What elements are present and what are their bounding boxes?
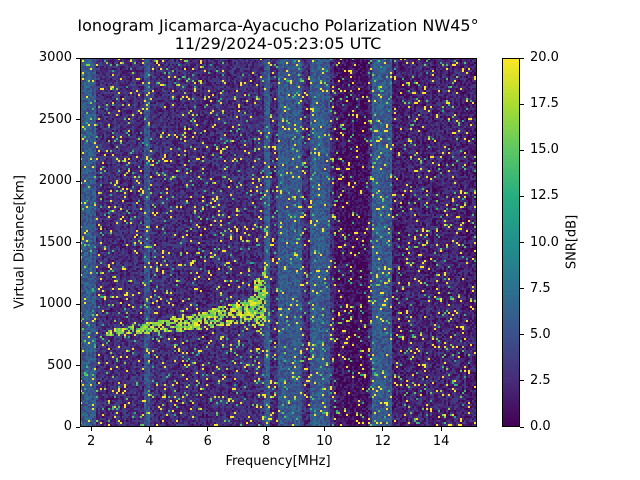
y-axis-label: Virtual Distance[km] bbox=[12, 175, 28, 309]
x-tick bbox=[90, 427, 92, 431]
y-tick-label: 2500 bbox=[38, 111, 72, 127]
colorbar-tick bbox=[520, 426, 524, 428]
colorbar-tick-label: 10.0 bbox=[530, 234, 559, 250]
x-tick-label: 2 bbox=[86, 434, 96, 449]
y-tick bbox=[76, 242, 80, 243]
x-tick bbox=[323, 427, 325, 431]
chart-title: Ionogram Jicamarca-Ayacucho Polarization… bbox=[77, 16, 479, 35]
x-tick-label: 8 bbox=[261, 434, 271, 449]
y-tick-label: 1000 bbox=[38, 296, 72, 311]
y-tick-label: 1500 bbox=[38, 234, 72, 250]
heatmap-image bbox=[80, 58, 477, 427]
colorbar-tick bbox=[520, 195, 524, 197]
colorbar-tick-label: 0.0 bbox=[530, 419, 551, 434]
x-tick bbox=[148, 427, 150, 431]
y-tick bbox=[76, 426, 80, 428]
colorbar-tick bbox=[520, 242, 524, 243]
y-tick bbox=[76, 303, 80, 305]
x-axis-label: Frequency[MHz] bbox=[225, 454, 331, 469]
chart-subtitle: 11/29/2024-05:23:05 UTC bbox=[174, 34, 382, 53]
colorbar-label: SNR[dB] bbox=[564, 214, 580, 270]
colorbar-tick-label: 7.5 bbox=[530, 280, 551, 296]
y-tick bbox=[76, 365, 80, 366]
x-tick-label: 10 bbox=[316, 434, 333, 449]
y-tick bbox=[76, 57, 80, 59]
x-tick bbox=[207, 427, 209, 431]
colorbar-tick-label: 15.0 bbox=[530, 142, 559, 158]
plot-area bbox=[80, 58, 477, 427]
y-tick-label: 500 bbox=[47, 357, 72, 373]
x-tick-label: 6 bbox=[203, 434, 212, 449]
colorbar-tick-label: 17.5 bbox=[530, 96, 559, 112]
colorbar-tick-label: 5.0 bbox=[530, 326, 551, 342]
colorbar-tick-label: 2.5 bbox=[530, 372, 551, 388]
x-tick bbox=[382, 427, 384, 431]
y-tick bbox=[76, 180, 80, 182]
y-tick-label: 3000 bbox=[38, 50, 72, 65]
y-tick bbox=[76, 119, 80, 120]
colorbar-tick bbox=[520, 57, 524, 59]
colorbar-tick bbox=[520, 103, 524, 105]
colorbar-frame bbox=[502, 58, 520, 427]
y-tick-label: 0 bbox=[63, 419, 72, 434]
y-tick-label: 2000 bbox=[38, 173, 72, 188]
colorbar-tick bbox=[520, 288, 524, 290]
colorbar-tick bbox=[520, 334, 524, 336]
x-tick-label: 4 bbox=[145, 434, 154, 449]
colorbar bbox=[502, 58, 520, 427]
x-tick bbox=[265, 427, 267, 431]
x-tick bbox=[440, 427, 442, 431]
x-tick-label: 12 bbox=[374, 434, 392, 449]
colorbar-tick bbox=[520, 149, 524, 151]
colorbar-tick-label: 12.5 bbox=[530, 188, 559, 204]
x-tick-label: 14 bbox=[432, 434, 450, 449]
colorbar-tick-label: 20.0 bbox=[530, 50, 559, 65]
colorbar-tick bbox=[520, 380, 524, 382]
